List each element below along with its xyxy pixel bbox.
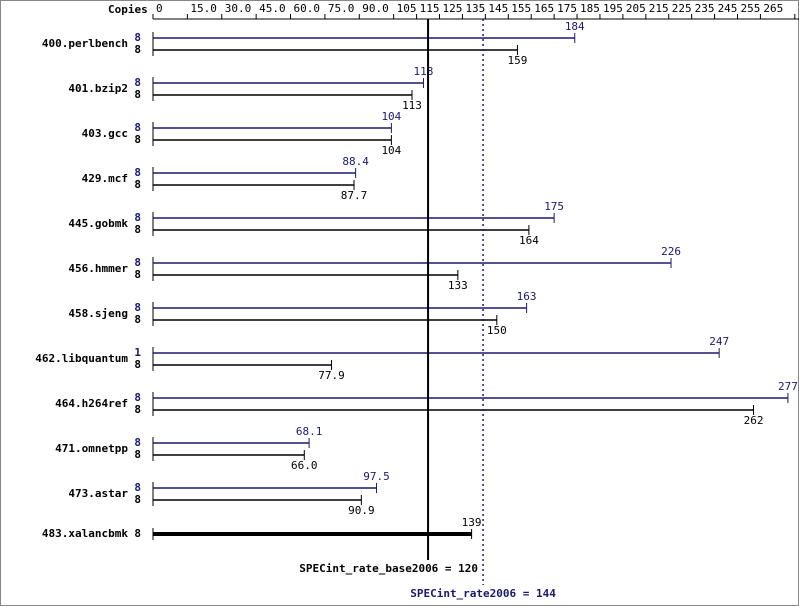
x-tick-label: 135: [465, 2, 485, 15]
value-label: 104: [381, 110, 401, 123]
x-tick-label: 45.0: [259, 2, 286, 15]
copies-label: 8: [134, 178, 141, 191]
x-tick-label: 0: [156, 2, 163, 15]
value-label: 277: [778, 380, 798, 393]
category-label: 464.h264ref: [55, 397, 128, 410]
x-tick-label: 30.0: [225, 2, 252, 15]
copies-label: 8: [134, 76, 141, 89]
category-label: 483.xalancbmk: [42, 527, 128, 540]
value-label: 113: [402, 99, 422, 112]
x-tick-label: 105: [397, 2, 417, 15]
category-label: 462.libquantum: [35, 352, 128, 365]
copies-label: 8: [134, 121, 141, 134]
x-tick-label: 60.0: [294, 2, 321, 15]
value-label: 118: [414, 65, 434, 78]
x-tick-label: 235: [695, 2, 715, 15]
category-label: 471.omnetpp: [55, 442, 128, 455]
x-tick-label: 265: [763, 2, 783, 15]
value-label: 163: [517, 290, 537, 303]
copies-label: 8: [134, 256, 141, 269]
x-tick-label: 175: [557, 2, 577, 15]
value-label: 226: [661, 245, 681, 258]
category-label: 400.perlbench: [42, 37, 128, 50]
category-label: 403.gcc: [82, 127, 128, 140]
value-label: 68.1: [296, 425, 323, 438]
x-tick-label: 195: [603, 2, 623, 15]
copies-label: 8: [134, 493, 141, 506]
copies-label: 8: [134, 88, 141, 101]
copies-label: 8: [134, 211, 141, 224]
category-label: 429.mcf: [82, 172, 128, 185]
x-tick-label: 90.0: [362, 2, 389, 15]
value-label: 97.5: [363, 470, 390, 483]
copies-label: 8: [134, 436, 141, 449]
copies-label: 1: [134, 346, 141, 359]
x-tick-label: 205: [626, 2, 646, 15]
x-tick-label: 145: [488, 2, 508, 15]
value-label: 66.0: [291, 459, 318, 472]
category-label: 458.sjeng: [68, 307, 128, 320]
value-label: 77.9: [318, 369, 345, 382]
value-label: 262: [744, 414, 764, 427]
reference-label: SPECint_rate2006 = 144: [410, 587, 556, 600]
x-tick-label: 225: [672, 2, 692, 15]
value-label: 150: [487, 324, 507, 337]
value-label: 247: [709, 335, 729, 348]
value-label: 133: [448, 279, 468, 292]
x-tick-label: 125: [443, 2, 463, 15]
x-tick-label: 15.0: [190, 2, 217, 15]
x-tick-label: 115: [420, 2, 440, 15]
copies-label: 8: [134, 301, 141, 314]
copies-label: 8: [134, 391, 141, 404]
copies-label: 8: [134, 133, 141, 146]
category-label: 401.bzip2: [68, 82, 128, 95]
value-label: 90.9: [348, 504, 375, 517]
value-label: 104: [381, 144, 401, 157]
value-label: 164: [519, 234, 539, 247]
category-label: 473.astar: [68, 487, 128, 500]
copies-label: 8: [134, 223, 141, 236]
copies-label: 8: [134, 43, 141, 56]
axis-title: Copies: [108, 3, 148, 16]
x-tick-label: 245: [718, 2, 738, 15]
copies-label: 8: [134, 403, 141, 416]
value-label: 175: [544, 200, 564, 213]
x-tick-label: 185: [580, 2, 600, 15]
category-label: 445.gobmk: [68, 217, 128, 230]
value-label: 159: [508, 54, 528, 67]
x-tick-label: 280: [798, 2, 799, 15]
category-label: 456.hmmer: [68, 262, 128, 275]
value-label: 87.7: [341, 189, 368, 202]
copies-label: 8: [134, 358, 141, 371]
x-tick-label: 155: [511, 2, 531, 15]
x-tick-label: 215: [649, 2, 669, 15]
value-label: 184: [565, 20, 585, 33]
copies-label: 8: [134, 166, 141, 179]
copies-label: 8: [134, 448, 141, 461]
reference-label: SPECint_rate_base2006 = 120: [299, 562, 478, 575]
value-label: 139: [462, 516, 482, 529]
copies-label: 8: [134, 31, 141, 44]
x-tick-label: 165: [534, 2, 554, 15]
copies-label: 8: [134, 527, 141, 540]
copies-label: 8: [134, 481, 141, 494]
value-label: 88.4: [342, 155, 369, 168]
x-tick-label: 255: [740, 2, 760, 15]
x-tick-label: 75.0: [328, 2, 355, 15]
copies-label: 8: [134, 313, 141, 326]
copies-label: 8: [134, 268, 141, 281]
